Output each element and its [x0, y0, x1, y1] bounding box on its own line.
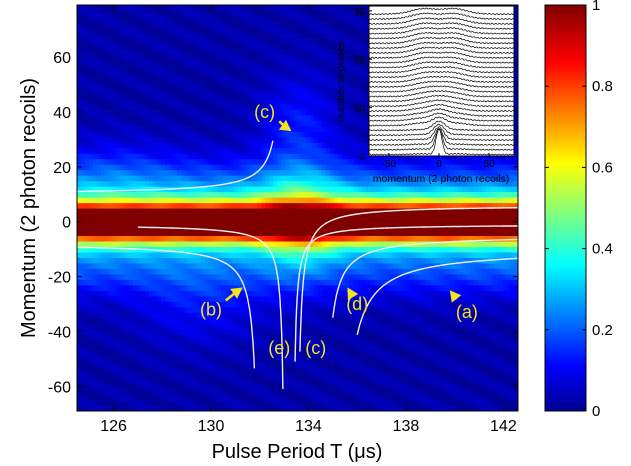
curve-e	[137, 226, 284, 390]
inset-series-line	[369, 36, 514, 45]
x-axis-title: Pulse Period T (μs)	[212, 441, 383, 463]
inset-series-line	[369, 126, 514, 142]
inset-series-line	[369, 56, 514, 64]
inset-series-line	[369, 90, 514, 98]
inset-y-tick-label: 20	[354, 55, 366, 66]
annotation-arrowhead	[278, 119, 292, 132]
inset-series-line	[369, 123, 514, 137]
y-tick-label: 60	[53, 50, 71, 67]
inset-y-tick-label: 30	[354, 7, 366, 18]
inset-series-line	[369, 94, 514, 103]
annotation-arrowhead	[347, 287, 359, 301]
inset-series-line	[369, 7, 514, 16]
annotation-label: (a)	[456, 302, 478, 322]
x-tick-label: 138	[393, 418, 420, 435]
y-tick-label: -40	[48, 324, 71, 341]
inset-lines	[369, 7, 514, 156]
inset-series-line	[369, 31, 514, 40]
inset-series-line	[369, 120, 514, 132]
colorbar-tick-label: 0.2	[592, 322, 613, 339]
heatmap-plot-area	[77, 5, 518, 411]
annotation-arrowhead	[449, 290, 462, 303]
inset-series-line	[369, 99, 514, 108]
inset-series-line	[369, 80, 514, 88]
resonance-curves	[77, 140, 518, 390]
x-tick-label: 134	[295, 418, 322, 435]
curve-annotations: (c) (b) (e) (c) (d) (a)	[200, 102, 478, 358]
inset-series-line	[369, 12, 514, 21]
inset-y-tick-label: 10	[354, 104, 366, 115]
colorbar-tick-label: 0	[592, 403, 600, 420]
inset-y-axis-title: number of pulses	[335, 41, 347, 122]
inset-series-line	[369, 108, 514, 117]
curve-c-upper-right	[299, 207, 518, 352]
y-tick-label: 20	[53, 160, 71, 177]
inset-series-line	[369, 46, 514, 54]
y-axis-title: Momentum (2 photon recoils)	[18, 78, 40, 338]
colorbar-tick-label: 1	[592, 0, 600, 14]
annotation-label: (e)	[268, 338, 290, 358]
annotation-label: (c)	[254, 102, 275, 122]
inset-series-line	[369, 27, 514, 35]
colorbar-tick-label: 0.4	[592, 241, 613, 258]
y-tick-label: 40	[53, 105, 71, 122]
curve-d	[332, 238, 518, 318]
annotation-label: (b)	[200, 300, 222, 320]
x-tick-label: 130	[198, 418, 225, 435]
inset-series-line	[369, 22, 514, 30]
inset-y-tick-label: 0	[359, 152, 365, 163]
inset-series-line	[369, 128, 514, 151]
y-tick-label: -60	[48, 379, 71, 396]
inset-x-tick-label: 0	[436, 159, 442, 170]
inset-series-line	[369, 75, 514, 83]
inset-x-axis-title: momentum (2 photon recoils)	[373, 173, 510, 185]
inset-series-line	[369, 66, 514, 74]
y-tick-label: 0	[62, 215, 71, 232]
curve-c-upper	[77, 140, 274, 193]
inset-series-line	[369, 85, 514, 93]
inset-series-line	[369, 128, 514, 146]
colorbar	[544, 4, 587, 412]
colorbar-tick-label: 0.8	[592, 78, 613, 95]
inset-x-tick-label: 50	[483, 159, 495, 170]
y-tick-label: -20	[48, 270, 71, 287]
inset-series-line	[369, 51, 514, 59]
inset-series-line	[369, 17, 514, 25]
x-tick-label: 126	[100, 418, 127, 435]
inset-series-line	[369, 112, 514, 122]
inset-series-line	[369, 61, 514, 69]
inset-series-line	[369, 127, 514, 156]
inset-x-tick-label: -50	[382, 159, 397, 170]
x-tick-label: 142	[490, 418, 517, 435]
curve-c-lower	[294, 225, 518, 362]
colorbar-tick-label: 0.6	[592, 159, 613, 176]
main-axis-ticks: 126 130 134 138 142 60 40 20 0 -20 -40 -60	[48, 5, 518, 435]
colorbar-ticks: 0 0.2 0.4 0.6 0.8 1	[545, 0, 613, 420]
inset-series-line	[369, 103, 514, 113]
inset-series-line	[369, 41, 514, 50]
curve-a	[356, 257, 518, 336]
inset-axis-ticks: -50 0 50 0 10 20 30	[354, 7, 495, 170]
annotation-label: (d)	[346, 294, 368, 314]
inset-series-line	[369, 116, 514, 127]
inset-series-line	[369, 70, 514, 79]
annotation-label: (c)	[305, 338, 326, 358]
main-axes-frame	[76, 4, 519, 412]
curve-b	[77, 246, 256, 369]
annotation-arrowhead	[230, 287, 243, 299]
